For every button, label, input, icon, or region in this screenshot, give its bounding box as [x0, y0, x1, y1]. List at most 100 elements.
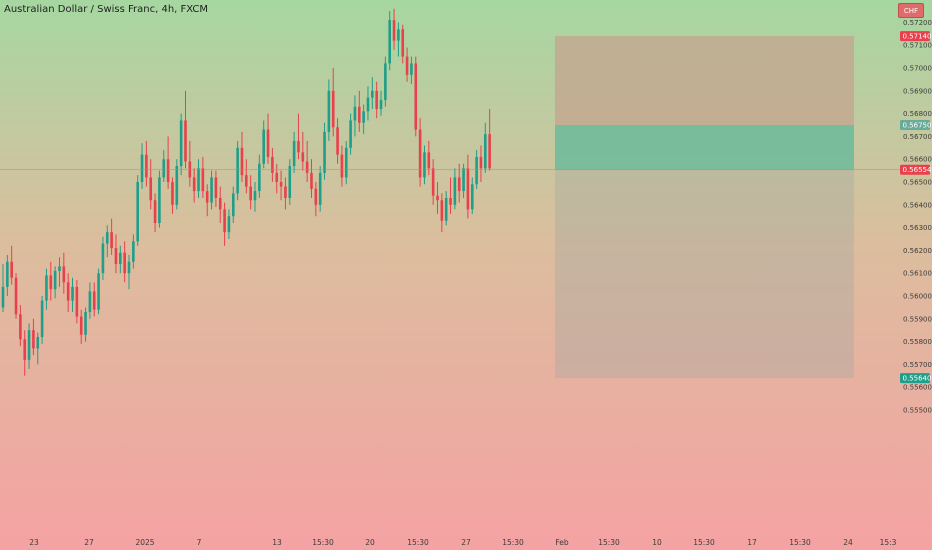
candle-body [240, 147, 244, 176]
candle-body [227, 216, 231, 233]
x-tick-label: 15:30 [502, 538, 524, 547]
candle-body [310, 172, 313, 189]
candle-body [292, 140, 296, 167]
candle-body [236, 147, 239, 194]
candle-body [110, 232, 113, 249]
y-tick-label: 0.55700 [903, 361, 932, 369]
candle-body [84, 311, 87, 335]
candle-body [401, 29, 405, 57]
candle-body [275, 172, 279, 182]
candle-body [210, 177, 213, 203]
candle-body [171, 182, 174, 205]
candle-body [49, 275, 53, 290]
candle-body [62, 266, 66, 283]
candle-body [427, 152, 431, 169]
candle-body [405, 56, 409, 75]
candle-body [32, 330, 35, 349]
candle-body [45, 275, 48, 301]
y-tick-label: 0.56800 [903, 110, 932, 118]
candle-body [132, 241, 135, 262]
candle-body [371, 90, 374, 98]
candle-body [414, 63, 418, 130]
candle-body [114, 248, 118, 265]
y-tick-label: 0.56100 [903, 270, 932, 278]
candle-body [1, 286, 5, 308]
candle-body [375, 90, 378, 110]
candle-body [149, 177, 153, 201]
x-tick-label: 10 [652, 538, 662, 547]
x-tick-label: 7 [197, 538, 202, 547]
candle-body [145, 154, 148, 178]
x-tick-label: 27 [84, 538, 94, 547]
price-badge-label: 0.56750 [903, 122, 932, 130]
candle-body [205, 191, 209, 203]
x-tick-label: 15:3 [880, 538, 897, 547]
candle-body [344, 147, 348, 178]
candle-body [192, 177, 196, 192]
candle-body [449, 197, 452, 205]
price-badge-label: 0.56554 [903, 166, 932, 174]
candle-body [483, 134, 487, 169]
candle-body [253, 191, 257, 201]
candle-body [288, 166, 292, 198]
y-tick-label: 0.56500 [903, 179, 932, 187]
candle-body [436, 195, 439, 201]
candle-body [362, 111, 365, 123]
candle-body [453, 177, 457, 205]
candle-body [262, 129, 265, 164]
candle-body [123, 252, 126, 274]
candle-body [92, 291, 96, 310]
candle-body [444, 197, 448, 221]
currency-button[interactable]: CHF [898, 3, 924, 18]
x-tick-label: 20 [365, 538, 375, 547]
y-tick-label: 0.56600 [903, 156, 932, 164]
candle-body [58, 266, 61, 271]
candle-body [353, 106, 357, 121]
candle-body [179, 120, 183, 167]
price-badge-label: 0.57140 [903, 33, 932, 41]
candle-body [331, 90, 335, 128]
candle-body [397, 29, 400, 41]
candle-body [479, 156, 483, 169]
candle-body [166, 159, 170, 182]
price-badge [900, 31, 930, 42]
y-tick-label: 0.55600 [903, 384, 932, 392]
candle-body [462, 168, 465, 192]
candle-body [136, 182, 139, 242]
candle-body [249, 186, 252, 201]
y-tick-label: 0.57100 [903, 42, 932, 50]
candle-body [140, 154, 144, 182]
candle-body [158, 177, 161, 224]
candle-body [71, 286, 74, 301]
profit-zone [555, 36, 854, 125]
x-tick-label: 24 [843, 538, 853, 547]
y-tick-label: 0.55800 [903, 338, 932, 346]
y-tick-label: 0.56000 [903, 293, 932, 301]
candle-body [218, 197, 222, 210]
candle-body [470, 184, 474, 210]
candle-body [266, 129, 270, 157]
candle-body [349, 120, 352, 148]
x-tick-label: Feb [555, 538, 569, 547]
x-tick-label: 15:30 [312, 538, 334, 547]
candle-body [36, 337, 40, 349]
candle-body [314, 188, 318, 205]
x-tick-label: 15:30 [693, 538, 715, 547]
x-tick-label: 15:30 [789, 538, 811, 547]
candle-body [88, 291, 92, 312]
candle-body [162, 159, 166, 178]
price-badge [900, 373, 930, 384]
y-tick-label: 0.55500 [903, 407, 932, 415]
y-tick-label: 0.56400 [903, 201, 932, 209]
candle-body [301, 152, 305, 162]
candle-body [384, 63, 387, 100]
candle-body [19, 314, 22, 340]
x-tick-label: 13 [272, 538, 282, 547]
candle-body [357, 106, 361, 123]
candle-body [388, 20, 392, 64]
candle-body [223, 209, 226, 233]
candle-body [323, 131, 326, 173]
candle-body [279, 182, 283, 187]
candle-body [305, 161, 309, 173]
